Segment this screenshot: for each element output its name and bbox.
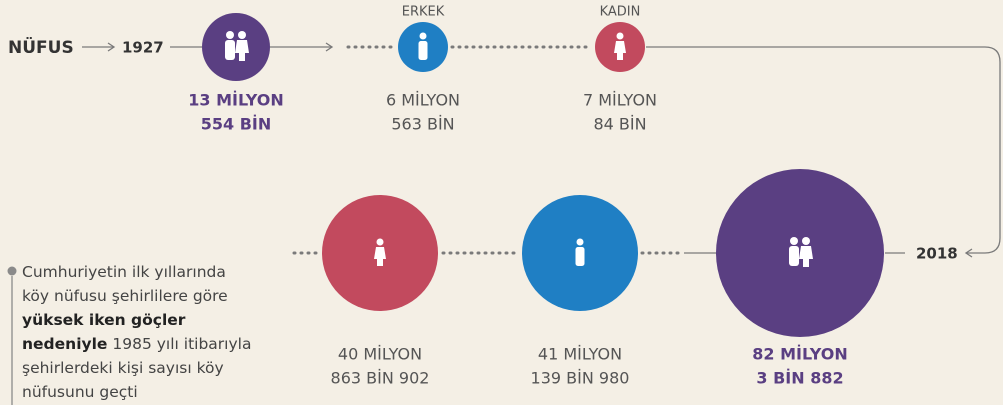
- note-line: Cumhuriyetin ilk yıllarında: [22, 260, 251, 284]
- note-text: şehirlerdeki kişi sayısı köy: [22, 359, 224, 377]
- note-line: köy nüfusu şehirlilere göre: [22, 284, 251, 308]
- title: ERKEK: [402, 5, 445, 20]
- value: 7 MİLYON: [583, 91, 657, 110]
- value: 13 MİLYON: [188, 91, 283, 110]
- arrow-head: [325, 42, 334, 52]
- year: 2018: [916, 245, 958, 263]
- value: 863 BİN 902: [331, 369, 430, 388]
- note-line: yüksek iken göçler: [22, 308, 251, 332]
- arrow-head: [964, 248, 973, 258]
- value: 563 BİN: [391, 115, 454, 134]
- value: 41 MİLYON: [538, 345, 622, 364]
- value: 554 BİN: [201, 115, 272, 134]
- arrow-head: [107, 42, 116, 52]
- couple-icon: [789, 237, 813, 267]
- note-text: Cumhuriyetin ilk yıllarında: [22, 263, 226, 281]
- note-text: nedeniyle: [22, 335, 108, 353]
- bullet: [7, 266, 17, 276]
- label: NÜFUS: [8, 36, 74, 58]
- value: 40 MİLYON: [338, 345, 422, 364]
- couple-icon: [225, 31, 249, 61]
- male-icon: [418, 32, 428, 60]
- note-line: şehirlerdeki kişi sayısı köy: [22, 356, 251, 380]
- value: 84 BİN: [593, 115, 646, 134]
- note: Cumhuriyetin ilk yıllarında köy nüfusu şe…: [22, 260, 251, 404]
- female-icon: [374, 238, 386, 266]
- value: 82 MİLYON: [752, 345, 847, 364]
- connector: [646, 46, 1001, 254]
- male-icon: [575, 238, 585, 266]
- value: 6 MİLYON: [386, 91, 460, 110]
- year: 1927: [122, 39, 164, 57]
- female-icon: [614, 32, 626, 60]
- note-text: yüksek iken göçler: [22, 311, 186, 329]
- value: 139 BİN 980: [531, 369, 630, 388]
- note-line: nüfusunu geçti: [22, 380, 251, 404]
- note-text: 1985 yılı itibarıyla: [107, 335, 252, 353]
- note-text: köy nüfusu şehirlilere göre: [22, 287, 228, 305]
- title: KADIN: [600, 5, 641, 20]
- note-text: nüfusunu geçti: [22, 383, 138, 401]
- value: 3 BİN 882: [756, 369, 843, 388]
- note-line: nedeniyle 1985 yılı itibarıyla: [22, 332, 251, 356]
